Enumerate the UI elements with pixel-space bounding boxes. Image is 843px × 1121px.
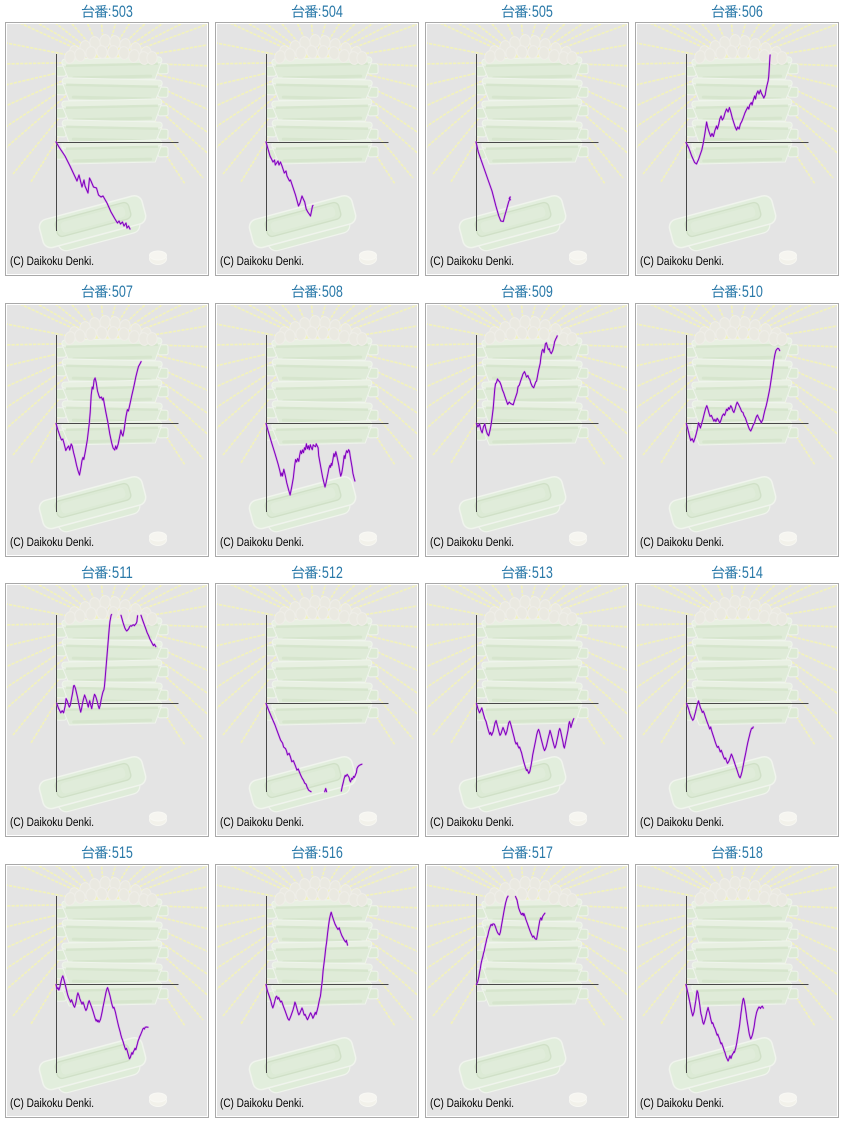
svg-text::: : [527,844,531,860]
svg-text::: : [527,3,531,19]
svg-text:(C) Daikoku Denki.: (C) Daikoku Denki. [640,815,724,829]
svg-text::: : [737,3,741,19]
svg-text:515: 515 [111,844,132,862]
svg-text::: : [317,844,321,860]
svg-text::: : [527,283,531,299]
svg-text:(C) Daikoku Denki.: (C) Daikoku Denki. [10,535,94,549]
svg-text:(C) Daikoku Denki.: (C) Daikoku Denki. [220,815,304,829]
svg-text:(C) Daikoku Denki.: (C) Daikoku Denki. [220,1096,304,1110]
svg-text:(C) Daikoku Denki.: (C) Daikoku Denki. [430,535,514,549]
svg-text::: : [737,283,741,299]
svg-text:505: 505 [531,3,552,21]
svg-text:(C) Daikoku Denki.: (C) Daikoku Denki. [10,254,94,268]
svg-text::: : [107,844,111,860]
svg-text::: : [317,564,321,580]
svg-text::: : [107,283,111,299]
svg-text:516: 516 [321,844,342,862]
svg-text:510: 510 [741,283,762,301]
svg-text:512: 512 [321,564,342,582]
svg-text:(C) Daikoku Denki.: (C) Daikoku Denki. [640,254,724,268]
svg-text:513: 513 [531,564,552,582]
svg-text::: : [737,564,741,580]
svg-text:(C) Daikoku Denki.: (C) Daikoku Denki. [640,1096,724,1110]
svg-text:504: 504 [321,3,342,21]
svg-text::: : [527,564,531,580]
svg-text:(C) Daikoku Denki.: (C) Daikoku Denki. [220,535,304,549]
svg-text::: : [317,283,321,299]
svg-text:(C) Daikoku Denki.: (C) Daikoku Denki. [10,815,94,829]
svg-text:507: 507 [111,283,132,301]
svg-text::: : [317,3,321,19]
svg-text:508: 508 [321,283,342,301]
svg-text::: : [107,3,111,19]
svg-text:517: 517 [531,844,552,862]
svg-text::: : [107,564,111,580]
svg-text:518: 518 [741,844,762,862]
svg-text:(C) Daikoku Denki.: (C) Daikoku Denki. [220,254,304,268]
svg-text:511: 511 [111,564,132,582]
svg-text:509: 509 [531,283,552,301]
svg-text:503: 503 [111,3,132,21]
svg-text:(C) Daikoku Denki.: (C) Daikoku Denki. [430,815,514,829]
svg-text:(C) Daikoku Denki.: (C) Daikoku Denki. [430,1096,514,1110]
svg-text::: : [737,844,741,860]
svg-text:506: 506 [741,3,762,21]
svg-text:514: 514 [741,564,762,582]
svg-text:(C) Daikoku Denki.: (C) Daikoku Denki. [430,254,514,268]
svg-text:(C) Daikoku Denki.: (C) Daikoku Denki. [10,1096,94,1110]
svg-text:(C) Daikoku Denki.: (C) Daikoku Denki. [640,535,724,549]
